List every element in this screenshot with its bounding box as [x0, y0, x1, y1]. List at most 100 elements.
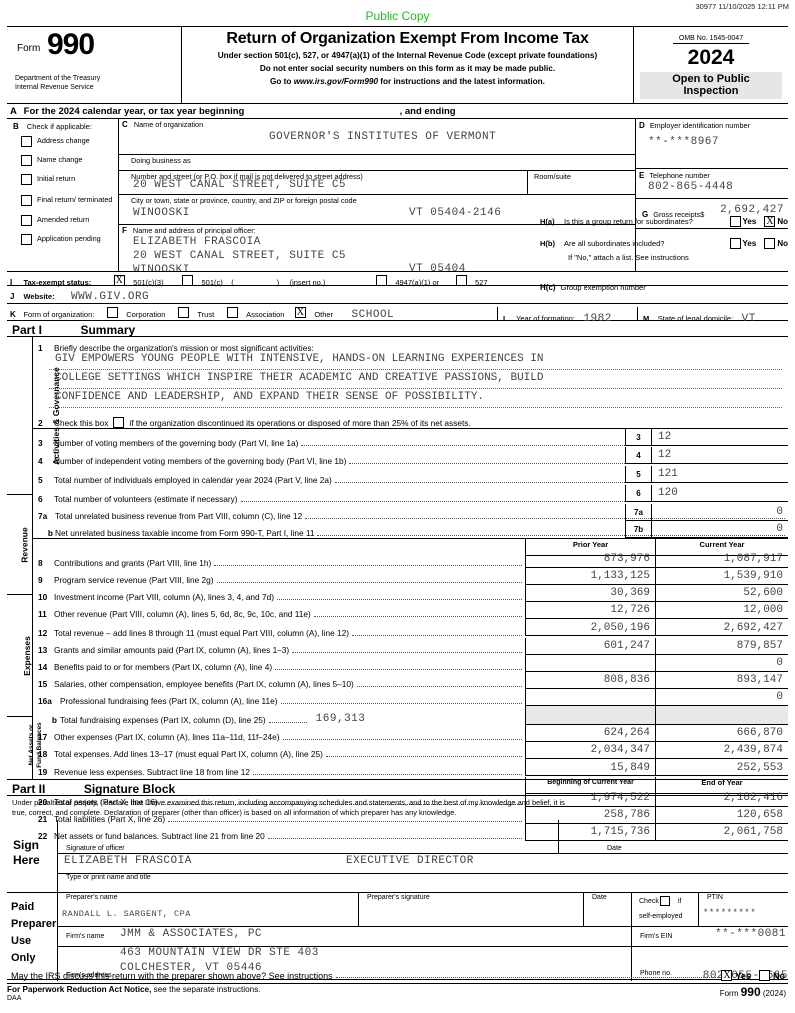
- section-k-form-of-organization: K Form of organization: Corporation Trus…: [7, 304, 788, 325]
- line-11-prior[interactable]: 12,726: [525, 602, 655, 619]
- irs-url[interactable]: www.irs.gov/Form990: [293, 77, 379, 86]
- self-employed-checkbox[interactable]: [660, 896, 670, 906]
- final-return-checkbox[interactable]: [21, 194, 32, 206]
- gross-receipts-value[interactable]: 2,692,427: [720, 204, 784, 216]
- line-8-current[interactable]: 1,087,917: [655, 551, 788, 568]
- status-501c-checkbox[interactable]: [182, 275, 194, 287]
- city-value[interactable]: WINOOSKI: [133, 207, 190, 219]
- ein-value[interactable]: **-***8967: [648, 136, 720, 148]
- org-association-checkbox[interactable]: [226, 307, 238, 319]
- line-16b-fundraising-amount[interactable]: 169,313: [315, 713, 366, 725]
- irs-discuss-yes-checkbox[interactable]: X: [721, 970, 733, 981]
- line-17-current[interactable]: 666,870: [655, 725, 788, 742]
- preparer-signature-cell[interactable]: Preparer's signature: [358, 893, 583, 927]
- line-21-begin[interactable]: 258,786: [525, 807, 655, 824]
- org-other-checkbox[interactable]: X: [294, 307, 306, 319]
- officer-address-block[interactable]: ELIZABETH FRASCOIA 20 WEST CANAL STREET,…: [133, 235, 346, 277]
- mission-line-1[interactable]: GIV EMPOWERS YOUNG PEOPLE WITH INTENSIVE…: [33, 353, 788, 372]
- line-10-current[interactable]: 52,600: [655, 585, 788, 602]
- status-insert-no-note: (insert no.): [289, 278, 326, 287]
- preparer-name-cell[interactable]: Preparer's name RANDALL L. SARGENT, CPA: [58, 893, 358, 927]
- amended-return-checkbox[interactable]: [21, 215, 32, 226]
- ptin-cell[interactable]: PTIN *********: [698, 893, 788, 927]
- preparer-date-cell[interactable]: Date: [583, 893, 631, 927]
- line-15-current[interactable]: 893,147: [655, 672, 788, 689]
- line-7b-text: Net unrelated business taxable income fr…: [55, 528, 315, 538]
- officer-date-cell[interactable]: Date: [558, 820, 788, 854]
- line-12-prior[interactable]: 2,050,196: [525, 619, 655, 636]
- self-employed-cell[interactable]: Check if self-employed: [631, 893, 698, 927]
- status-527-checkbox[interactable]: [455, 275, 467, 287]
- line-22-begin[interactable]: 1,715,736: [525, 824, 655, 841]
- firm-name-cell[interactable]: Firm's name JMM & ASSOCIATES, PC: [58, 927, 631, 947]
- checkbox-row-final-return[interactable]: Final return/ terminated: [7, 188, 118, 210]
- initial-return-checkbox[interactable]: [21, 174, 32, 185]
- line-7a-value[interactable]: 0: [651, 504, 788, 521]
- line-11-current[interactable]: 12,000: [655, 602, 788, 619]
- org-name-value[interactable]: GOVERNOR'S INSTITUTES OF VERMONT: [269, 131, 497, 143]
- line-13-text: Grants and similar amounts paid (Part IX…: [54, 645, 290, 655]
- line-2-checkbox[interactable]: [113, 417, 125, 428]
- line-13-current[interactable]: 879,857: [655, 638, 788, 655]
- line-4-value[interactable]: 12: [651, 447, 788, 464]
- mission-line-2[interactable]: COLLEGE SETTINGS WHICH INSPIRE THEIR ACA…: [33, 372, 788, 391]
- line-5-value[interactable]: 121: [651, 466, 788, 483]
- line-18-prior[interactable]: 2,034,347: [525, 742, 655, 759]
- address-change-checkbox[interactable]: [21, 136, 32, 147]
- org-trust-label: Trust: [197, 310, 215, 319]
- line-3-value[interactable]: 12: [651, 429, 788, 446]
- h-a-no-checkbox[interactable]: X: [764, 216, 776, 227]
- line-17-prior[interactable]: 624,264: [525, 725, 655, 742]
- checkbox-row-application-pending[interactable]: Application pending: [7, 229, 118, 248]
- line-9-current[interactable]: 1,539,910: [655, 568, 788, 585]
- status-501c3-checkbox[interactable]: X: [113, 275, 125, 287]
- name-change-checkbox[interactable]: [21, 155, 32, 166]
- mission-line-3[interactable]: CONFIDENCE AND LEADERSHIP, AND EXPAND TH…: [33, 391, 788, 410]
- line-8-prior[interactable]: 873,976: [525, 551, 655, 568]
- sign-here-line-1: Sign: [13, 838, 39, 852]
- officer-signature-cell[interactable]: Signature of officer: [58, 820, 558, 854]
- checkbox-row-name-change[interactable]: Name change: [7, 150, 118, 169]
- line-3-text: Number of voting members of the governin…: [54, 438, 299, 448]
- line-14-current[interactable]: 0: [655, 655, 788, 672]
- printed-name-cell[interactable]: ELIZABETH FRASCOIA EXECUTIVE DIRECTOR Ty…: [58, 854, 788, 892]
- firm-ein-cell[interactable]: Firm's EIN **-***0081: [631, 927, 788, 947]
- telephone-value[interactable]: 802-865-4448: [648, 181, 734, 193]
- footer-form-year: (2024): [762, 989, 786, 998]
- line-6-value[interactable]: 120: [651, 485, 788, 502]
- checkbox-row-amended-return[interactable]: Amended return: [7, 210, 118, 229]
- irs-discuss-no-checkbox[interactable]: [759, 970, 770, 981]
- line-10-prior[interactable]: 30,369: [525, 585, 655, 602]
- line-13-prior[interactable]: 601,247: [525, 638, 655, 655]
- website-value[interactable]: WWW.GIV.ORG: [71, 291, 150, 303]
- state-zip-value[interactable]: VT 05404-2146: [409, 207, 502, 219]
- line-16a-current[interactable]: 0: [655, 689, 788, 706]
- checkbox-row-initial-return[interactable]: Initial return: [7, 169, 118, 188]
- line-16a-prior[interactable]: [525, 689, 655, 706]
- line-19-number: 19: [38, 767, 48, 777]
- street-value[interactable]: 20 WEST CANAL STREET, SUITE C5: [133, 179, 347, 191]
- line-22-end[interactable]: 2,061,758: [655, 824, 788, 841]
- checkbox-row-address-change[interactable]: Address change: [7, 131, 118, 150]
- h-b-yes-checkbox[interactable]: [729, 238, 741, 249]
- line-14-prior[interactable]: [525, 655, 655, 672]
- status-4947a1-checkbox[interactable]: [375, 275, 387, 287]
- line-7b-value[interactable]: 0: [651, 521, 788, 538]
- line-15-prior[interactable]: 808,836: [525, 672, 655, 689]
- line-19-prior[interactable]: 15,849: [525, 759, 655, 776]
- h-a-yes-checkbox[interactable]: [729, 216, 741, 227]
- h-b-no-checkbox[interactable]: [764, 238, 776, 249]
- line-18-current[interactable]: 2,439,874: [655, 742, 788, 759]
- line-9-prior[interactable]: 1,133,125: [525, 568, 655, 585]
- org-corporation-checkbox[interactable]: [106, 307, 118, 319]
- org-trust-checkbox[interactable]: [177, 307, 189, 319]
- line-12-current[interactable]: 2,692,427: [655, 619, 788, 636]
- application-pending-checkbox[interactable]: [21, 234, 32, 245]
- firm-address-cell[interactable]: Firm's address 463 MOUNTAIN VIEW DR STE …: [58, 947, 631, 981]
- line-21-end[interactable]: 120,658: [655, 807, 788, 824]
- section-h-c-group-exemption: H(c) Group exemption number: [540, 283, 646, 292]
- check-if-text: if: [678, 898, 682, 905]
- line-19-current[interactable]: 252,553: [655, 759, 788, 776]
- prior-year-header: Prior Year: [525, 539, 655, 556]
- org-other-value[interactable]: SCHOOL: [351, 309, 395, 321]
